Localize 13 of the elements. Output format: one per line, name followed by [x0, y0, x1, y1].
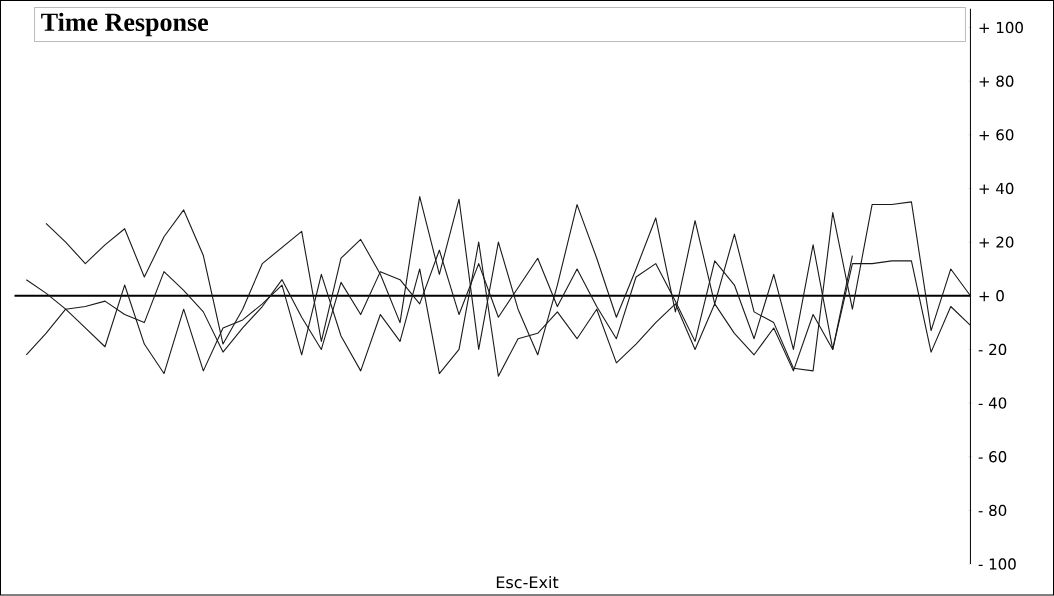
y-tick-label: - 40 — [978, 397, 1007, 409]
y-tick-label: - 60 — [978, 451, 1007, 463]
y-tick-label: + 0 — [979, 290, 1004, 302]
y-tick-label: + 20 — [979, 236, 1014, 249]
y-tick-label: - 80 — [978, 504, 1007, 517]
y-tick-label: + 80 — [979, 75, 1014, 88]
y-tick-label: + 40 — [979, 183, 1014, 195]
y-tick-label: - 100 — [978, 558, 1016, 570]
chart-title: Time Response — [41, 12, 208, 37]
y-tick-label: + 60 — [979, 129, 1014, 141]
text: Esc-Exit — [496, 576, 559, 589]
y-tick-label: + 100 — [979, 22, 1023, 34]
y-tick-label: - 20 — [978, 343, 1007, 356]
